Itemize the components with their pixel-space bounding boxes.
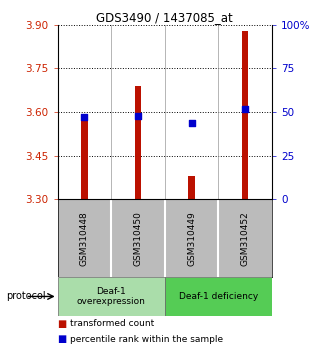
- Text: ■: ■: [58, 319, 67, 329]
- Bar: [135, 86, 141, 199]
- Text: ■: ■: [58, 334, 67, 344]
- Text: protocol: protocol: [6, 291, 46, 302]
- Bar: [165, 277, 272, 316]
- Point: [189, 120, 194, 125]
- Bar: [188, 176, 195, 199]
- Text: GSM310449: GSM310449: [187, 211, 196, 266]
- Text: transformed count: transformed count: [70, 319, 155, 328]
- Bar: [242, 30, 248, 199]
- Title: GDS3490 / 1437085_at: GDS3490 / 1437085_at: [96, 11, 233, 24]
- Point: [135, 113, 140, 119]
- Text: GSM310452: GSM310452: [241, 211, 250, 266]
- Text: Deaf-1 deficiency: Deaf-1 deficiency: [179, 292, 258, 301]
- Point: [82, 114, 87, 120]
- Bar: [81, 121, 88, 199]
- Text: percentile rank within the sample: percentile rank within the sample: [70, 335, 224, 344]
- Text: GSM310450: GSM310450: [133, 211, 142, 266]
- Bar: [58, 277, 165, 316]
- Text: Deaf-1
overexpression: Deaf-1 overexpression: [77, 287, 146, 306]
- Text: GSM310448: GSM310448: [80, 211, 89, 266]
- Point: [243, 106, 248, 112]
